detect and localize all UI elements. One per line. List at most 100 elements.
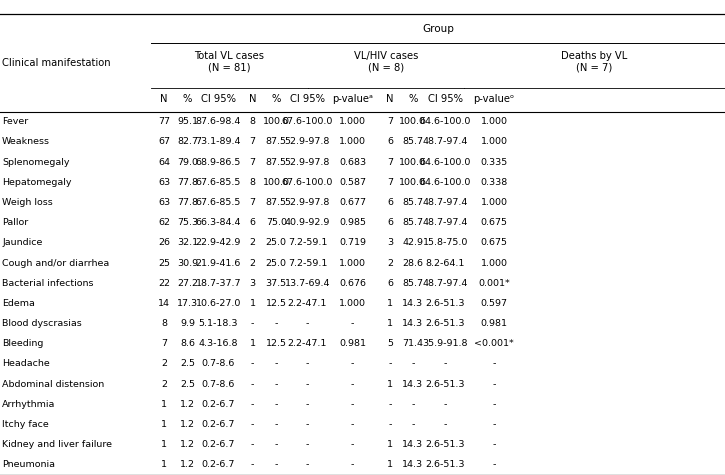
Text: 7: 7 <box>161 339 167 348</box>
Text: 7.2-59.1: 7.2-59.1 <box>288 238 327 247</box>
Text: 3: 3 <box>387 238 393 247</box>
Text: 1: 1 <box>249 339 256 348</box>
Text: 18.7-37.7: 18.7-37.7 <box>196 279 241 288</box>
Text: 7: 7 <box>249 137 256 146</box>
Text: -: - <box>306 400 309 409</box>
Text: 67.6-85.5: 67.6-85.5 <box>196 178 241 187</box>
Text: 68.9-86.5: 68.9-86.5 <box>196 158 241 167</box>
Text: Group: Group <box>422 23 454 34</box>
Text: 1.2: 1.2 <box>180 400 195 409</box>
Text: -: - <box>275 460 278 469</box>
Text: 1.000: 1.000 <box>339 117 366 126</box>
Text: -: - <box>492 440 496 449</box>
Text: -: - <box>492 380 496 389</box>
Text: 2.6-51.3: 2.6-51.3 <box>426 440 465 449</box>
Text: 87.5: 87.5 <box>266 137 286 146</box>
Text: 32.1: 32.1 <box>177 238 198 247</box>
Text: 12.5: 12.5 <box>266 299 286 308</box>
Text: VL/HIV cases
(N = 8): VL/HIV cases (N = 8) <box>354 51 418 73</box>
Text: Bleeding: Bleeding <box>2 339 43 348</box>
Text: -: - <box>389 420 392 429</box>
Text: 1: 1 <box>249 299 256 308</box>
Text: 0.7-8.6: 0.7-8.6 <box>202 360 235 369</box>
Text: N: N <box>386 94 394 104</box>
Text: 77.8: 77.8 <box>177 198 198 207</box>
Text: 62: 62 <box>158 218 170 227</box>
Text: -: - <box>389 400 392 409</box>
Text: 48.7-97.4: 48.7-97.4 <box>423 137 468 146</box>
Text: 82.7: 82.7 <box>177 137 198 146</box>
Text: p-valueᵒ: p-valueᵒ <box>473 94 515 104</box>
Text: -: - <box>492 460 496 469</box>
Text: 37.5: 37.5 <box>265 279 287 288</box>
Text: 6: 6 <box>249 218 256 227</box>
Text: 0.981: 0.981 <box>481 319 507 328</box>
Text: CI 95%: CI 95% <box>201 94 236 104</box>
Text: -: - <box>351 440 355 449</box>
Text: 6: 6 <box>387 218 393 227</box>
Text: 0.2-6.7: 0.2-6.7 <box>202 460 235 469</box>
Text: Weigh loss: Weigh loss <box>2 198 53 207</box>
Text: 77.8: 77.8 <box>177 178 198 187</box>
Text: 0.677: 0.677 <box>339 198 366 207</box>
Text: -: - <box>351 319 355 328</box>
Text: 0.2-6.7: 0.2-6.7 <box>202 420 235 429</box>
Text: 0.335: 0.335 <box>481 158 507 167</box>
Text: 25: 25 <box>158 258 170 267</box>
Text: CI 95%: CI 95% <box>290 94 325 104</box>
Text: 87.6-98.4: 87.6-98.4 <box>196 117 241 126</box>
Text: 1: 1 <box>161 460 167 469</box>
Text: 1: 1 <box>387 319 393 328</box>
Text: -: - <box>251 440 254 449</box>
Text: 85.7: 85.7 <box>402 218 423 227</box>
Text: -: - <box>275 380 278 389</box>
Text: 77: 77 <box>158 117 170 126</box>
Text: -: - <box>251 460 254 469</box>
Text: 63: 63 <box>158 178 170 187</box>
Text: 48.7-97.4: 48.7-97.4 <box>423 279 468 288</box>
Text: %: % <box>183 94 192 104</box>
Text: 7: 7 <box>387 117 393 126</box>
Text: 14.3: 14.3 <box>402 299 423 308</box>
Text: 2.2-47.1: 2.2-47.1 <box>288 339 327 348</box>
Text: Hepatomegaly: Hepatomegaly <box>2 178 72 187</box>
Text: -: - <box>444 420 447 429</box>
Text: Pallor: Pallor <box>2 218 28 227</box>
Text: -: - <box>444 360 447 369</box>
Text: Weakness: Weakness <box>2 137 50 146</box>
Text: Abdominal distension: Abdominal distension <box>2 380 104 389</box>
Text: 0.675: 0.675 <box>481 218 507 227</box>
Text: p-valueᵃ: p-valueᵃ <box>332 94 373 104</box>
Text: -: - <box>251 400 254 409</box>
Text: 6: 6 <box>387 198 393 207</box>
Text: -: - <box>389 360 392 369</box>
Text: 42.9: 42.9 <box>402 238 423 247</box>
Text: 8: 8 <box>249 117 256 126</box>
Text: 40.9-92.9: 40.9-92.9 <box>285 218 330 227</box>
Text: 0.2-6.7: 0.2-6.7 <box>202 400 235 409</box>
Text: 7: 7 <box>387 178 393 187</box>
Text: 2.6-51.3: 2.6-51.3 <box>426 299 465 308</box>
Text: Headache: Headache <box>2 360 50 369</box>
Text: 64.6-100.0: 64.6-100.0 <box>420 178 471 187</box>
Text: 71.4: 71.4 <box>402 339 423 348</box>
Text: 0.719: 0.719 <box>339 238 366 247</box>
Text: 14: 14 <box>158 299 170 308</box>
Text: 14.3: 14.3 <box>402 460 423 469</box>
Text: Fever: Fever <box>2 117 28 126</box>
Text: 2: 2 <box>161 360 167 369</box>
Text: -: - <box>275 319 278 328</box>
Text: -: - <box>251 420 254 429</box>
Text: Pneumonia: Pneumonia <box>2 460 55 469</box>
Text: 2.6-51.3: 2.6-51.3 <box>426 460 465 469</box>
Text: 28.6: 28.6 <box>402 258 423 267</box>
Text: -: - <box>275 360 278 369</box>
Text: Jaundice: Jaundice <box>2 238 43 247</box>
Text: -: - <box>306 360 309 369</box>
Text: 87.5: 87.5 <box>266 158 286 167</box>
Text: -: - <box>275 440 278 449</box>
Text: 4.3-16.8: 4.3-16.8 <box>199 339 238 348</box>
Text: 75.0: 75.0 <box>266 218 286 227</box>
Text: -: - <box>411 400 415 409</box>
Text: 63: 63 <box>158 198 170 207</box>
